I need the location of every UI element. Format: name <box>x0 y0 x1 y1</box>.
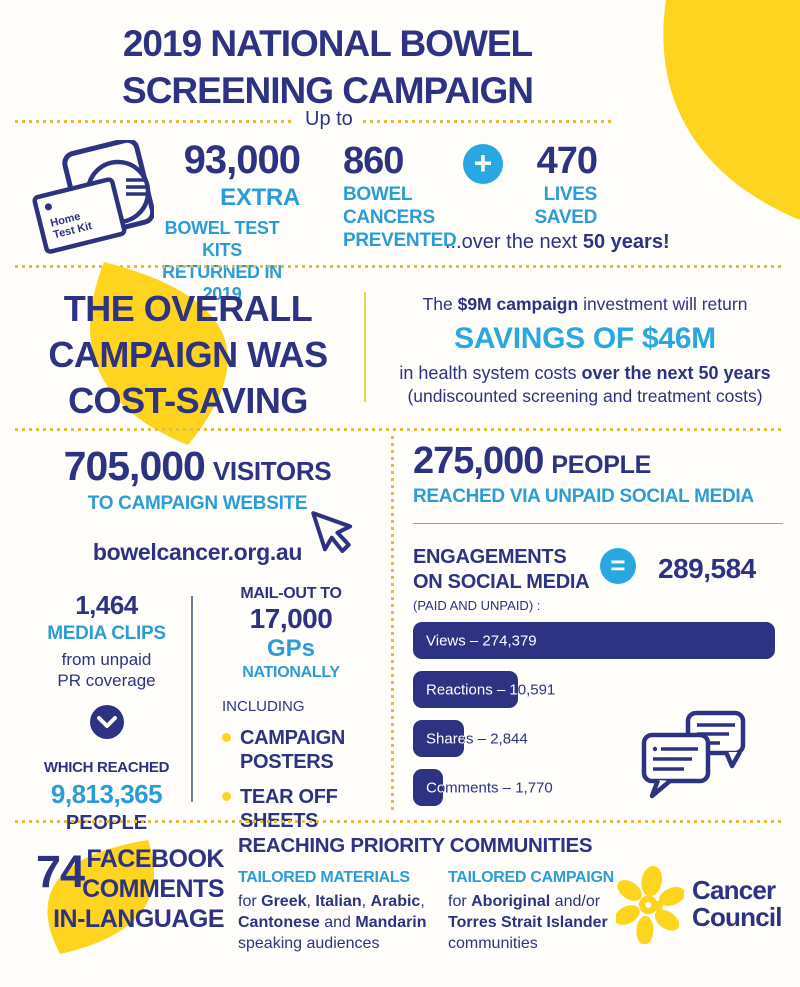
gp-mailout-block: MAIL-OUT TO 17,000 GPs NATIONALLY INCLUD… <box>203 585 379 833</box>
bullet-dot-icon <box>222 733 231 742</box>
visitors-row: 705,000 VISITORS <box>15 443 380 490</box>
social-number: 275,000 <box>413 440 544 482</box>
engagements-total: 289,584 <box>658 553 756 584</box>
stat-test-kits: 93,000 EXTRA BOWEL TEST KITS RETURNED IN… <box>144 138 301 305</box>
visitors-number: 705,000 <box>63 443 206 489</box>
reached-number: 9,813,365 <box>50 779 163 809</box>
page-title-line1: 2019 NATIONAL BOWEL <box>122 23 533 64</box>
vertical-divider <box>191 596 193 802</box>
tailored-materials: TAILORED MATERIALS for Greek, Italian, A… <box>238 869 443 954</box>
nationally-label: NATIONALLY <box>242 664 340 681</box>
investment-line: The $9M campaign investment will return <box>422 294 748 314</box>
gps-label: GPs <box>266 635 316 662</box>
engagement-bars: Views – 274,379Views – 274,379 Reactions … <box>413 622 787 806</box>
campaign-title: TAILORED CAMPAIGN <box>448 869 614 886</box>
chart-bar: Comments – 1,770 <box>413 769 443 806</box>
chart-bar-row: Shares – 2,844Shares – 2,844 <box>413 720 787 757</box>
cancers-number: 860 <box>343 140 404 182</box>
cost-saving-headline: THE OVERALL CAMPAIGN WAS COST-SAVING <box>48 288 328 421</box>
mailout-number: 17,000 <box>249 603 333 634</box>
materials-title: TAILORED MATERIALS <box>238 869 410 886</box>
home-test-kit-icon: Home Test Kit <box>32 140 154 254</box>
leaf-shape <box>47 840 155 954</box>
reached-people-label: PEOPLE <box>65 812 148 834</box>
paid-unpaid-note: (PAID AND UNPAID) : <box>413 598 541 613</box>
speech-bubbles-icon <box>641 710 746 799</box>
cursor-icon <box>311 511 353 554</box>
page-title-line2: SCREENING CAMPAIGN <box>122 70 534 111</box>
social-reach-row: 275,000 PEOPLE <box>413 440 787 483</box>
chart-bar: Reactions – 10,591 <box>413 671 518 708</box>
up-to-divider: Up to <box>15 108 612 133</box>
up-to-label: Up to <box>305 108 353 130</box>
vertical-divider <box>364 292 366 402</box>
materials-body: for Greek, Italian, Arabic, Cantonese an… <box>238 893 427 952</box>
leaf-shape <box>90 262 228 445</box>
dotted-divider <box>362 120 612 123</box>
facebook-caption: FACEBOOK COMMENTS IN-LANGUAGE <box>53 845 224 933</box>
dotted-divider <box>15 428 785 431</box>
lives-number: 470 <box>536 140 598 182</box>
media-clips-label: MEDIA CLIPS <box>47 623 166 644</box>
media-clips-block: 1,464 MEDIA CLIPS from unpaid PR coverag… <box>25 590 188 835</box>
plus-icon: + <box>463 144 503 184</box>
visitors-sub: TO CAMPAIGN WEBSITE <box>87 493 308 514</box>
which-reached-label: WHICH REACHED <box>43 759 170 776</box>
cancer-council-logo: Cancer Council <box>616 864 783 944</box>
undiscounted-note: (undiscounted screening and treatment co… <box>407 386 763 406</box>
stat-lives-saved: 470 LIVES SAVED <box>503 140 598 229</box>
chevron-down-icon <box>89 705 124 739</box>
media-clips-sub: from unpaid PR coverage <box>57 650 156 690</box>
dotted-divider <box>15 820 785 823</box>
equals-icon: = <box>600 548 636 584</box>
mailout-label: MAIL-OUT TO <box>240 585 342 602</box>
dotted-divider-vertical <box>391 436 394 810</box>
including-label: INCLUDING <box>222 698 305 715</box>
divider-line <box>413 523 783 524</box>
chart-bar-row: Comments – 1,770Comments – 1,770 <box>413 769 787 806</box>
daffodil-icon <box>616 865 684 944</box>
corner-blob-shape <box>663 0 800 220</box>
dotted-divider <box>15 265 785 268</box>
lives-caption: LIVES SAVED <box>534 184 597 228</box>
kits-extra-label: EXTRA <box>220 184 300 211</box>
social-sub: REACHED VIA UNPAID SOCIAL MEDIA <box>413 486 754 507</box>
engagements-row: ENGAGEMENTS ON SOCIAL MEDIA (PAID AND UN… <box>413 545 787 613</box>
kits-number: 93,000 <box>183 138 301 182</box>
list-item: TEAR OFF SHEETS <box>222 785 379 833</box>
page-title: 2019 NATIONAL BOWEL SCREENING CAMPAIGN <box>0 20 655 114</box>
savings-amount: SAVINGS OF $46M <box>454 322 716 355</box>
stat-cancers-prevented: 860 BOWEL CANCERS PREVENTED <box>343 140 463 252</box>
bullet-dot-icon <box>222 792 231 801</box>
media-clips-number: 1,464 <box>75 590 138 620</box>
tailored-campaign: TAILORED CAMPAIGN for Aboriginal and/or … <box>448 869 628 954</box>
campaign-body: for Aboriginal and/or Torres Strait Isla… <box>448 893 608 952</box>
cost-saving-detail: The $9M campaign investment will return … <box>382 293 788 408</box>
dotted-divider <box>15 120 295 123</box>
campaign-url[interactable]: bowelcancer.org.au <box>92 539 303 565</box>
chart-bar-row: Views – 274,379Views – 274,379 <box>413 622 787 659</box>
chart-bar: Shares – 2,844 <box>413 720 464 757</box>
cancers-caption: BOWEL CANCERS PREVENTED <box>343 184 457 251</box>
health-costs-line: in health system costs over the next 50 … <box>399 363 771 383</box>
logo-text: Cancer Council <box>692 875 783 932</box>
visitors-label: VISITORS <box>212 456 332 486</box>
engagements-label: ENGAGEMENTS ON SOCIAL MEDIA (PAID AND UN… <box>413 545 600 613</box>
chart-bar: Views – 274,379 <box>413 622 775 659</box>
over-next-50-years: ...over the next 50 years! <box>445 231 670 253</box>
list-item: CAMPAIGN POSTERS <box>222 726 379 774</box>
facebook-number: 74 <box>36 846 85 897</box>
communities-heading: REACHING PRIORITY COMMUNITIES <box>238 834 593 857</box>
priority-communities-block: REACHING PRIORITY COMMUNITIES TAILORED M… <box>238 834 630 954</box>
social-media-block: 275,000 PEOPLE REACHED VIA UNPAID SOCIAL … <box>413 440 787 818</box>
including-list: INCLUDING CAMPAIGN POSTERS TEAR OFF SHEETS <box>203 698 379 833</box>
facebook-comments-block: 74 FACEBOOK COMMENTS IN-LANGUAGE <box>28 842 225 934</box>
website-visitors-block: 705,000 VISITORS TO CAMPAIGN WEBSITE bowe… <box>15 443 380 566</box>
social-label: PEOPLE <box>551 451 651 479</box>
